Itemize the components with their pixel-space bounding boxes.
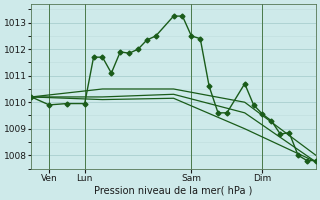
X-axis label: Pression niveau de la mer( hPa ): Pression niveau de la mer( hPa ): [94, 186, 253, 196]
